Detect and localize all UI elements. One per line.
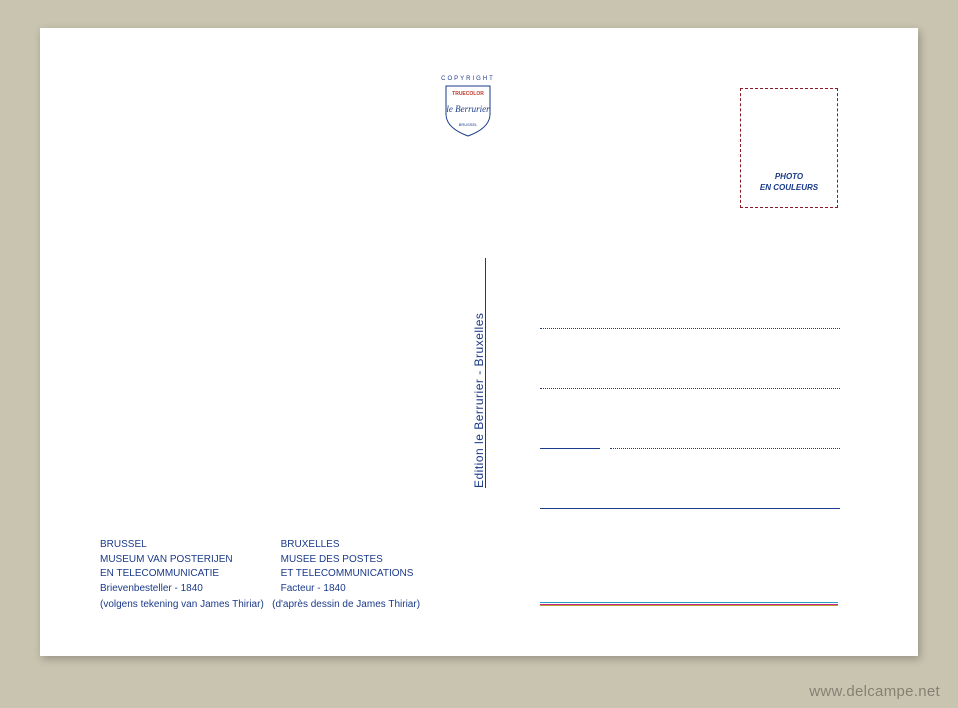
caption-nl-line3: Brievenbesteller - 1840: [100, 582, 233, 597]
shield-icon: TRUECOLOR le Berrurier BRUSSEL: [444, 84, 492, 138]
postcard: COPYRIGHT TRUECOLOR le Berrurier BRUSSEL…: [40, 28, 918, 656]
truecolor-label: TRUECOLOR: [452, 91, 484, 97]
shield-city: BRUSSEL: [459, 122, 478, 127]
address-line-3-short: [540, 448, 600, 449]
stamp-line1: PHOTO: [775, 172, 803, 181]
address-line-1: [540, 328, 840, 329]
address-line-2: [540, 388, 840, 389]
caption-attribution: (volgens tekening van James Thiriar) (d'…: [100, 599, 420, 610]
caption-fr-line1: MUSEE DES POSTES: [281, 553, 414, 568]
stamp-placeholder: PHOTO EN COULEURS: [740, 88, 838, 208]
caption-nl-line2: EN TELECOMMUNICATIE: [100, 567, 233, 582]
caption-fr-line2: ET TELECOMMUNICATIONS: [281, 567, 414, 582]
stripe-yellow: [540, 605, 838, 606]
caption-fr-line4: (d'après dessin de James Thiriar): [272, 599, 420, 610]
address-line-3: [610, 448, 840, 449]
color-stripe: [540, 602, 838, 606]
caption-nl-line4: (volgens tekening van James Thiriar): [100, 599, 264, 610]
publisher-shield: COPYRIGHT TRUECOLOR le Berrurier BRUSSEL: [438, 76, 498, 138]
caption-nl-city: BRUSSEL: [100, 538, 233, 553]
caption-fr-city: BRUXELLES: [281, 538, 414, 553]
caption-dutch: BRUSSEL MUSEUM VAN POSTERIJEN EN TELECOM…: [100, 538, 233, 596]
stripe-cyan: [540, 602, 838, 603]
stamp-text: PHOTO EN COULEURS: [760, 172, 818, 193]
caption-french: BRUXELLES MUSEE DES POSTES ET TELECOMMUN…: [281, 538, 414, 596]
caption-fr-line3: Facteur - 1840: [281, 582, 414, 597]
caption-nl-line1: MUSEUM VAN POSTERIJEN: [100, 553, 233, 568]
caption-block: BRUSSEL MUSEUM VAN POSTERIJEN EN TELECOM…: [100, 538, 413, 596]
publisher-credit: Edition le Berrurier - Bruxelles: [472, 313, 486, 488]
stripe-magenta: [540, 604, 838, 605]
shield-signature: le Berrurier: [446, 104, 490, 114]
stamp-line2: EN COULEURS: [760, 183, 818, 192]
watermark: www.delcampe.net: [809, 683, 940, 700]
address-line-4: [540, 508, 840, 509]
copyright-label: COPYRIGHT: [438, 76, 498, 82]
